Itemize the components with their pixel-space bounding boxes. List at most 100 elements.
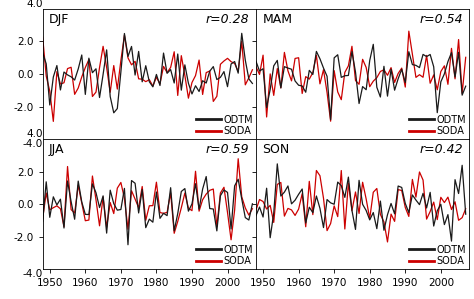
ODTM	[392, 89, 398, 92]
SODA	[314, 54, 319, 57]
Line: ODTM: ODTM	[256, 164, 465, 241]
ODTM	[274, 162, 280, 166]
ODTM	[114, 107, 120, 110]
ODTM	[111, 111, 117, 115]
SODA	[392, 219, 398, 223]
ODTM	[448, 239, 454, 243]
SODA	[317, 174, 323, 178]
Text: DJF: DJF	[49, 13, 69, 26]
ODTM	[40, 51, 46, 54]
SODA	[253, 65, 259, 68]
SODA	[100, 195, 106, 199]
Text: r=0.54: r=0.54	[419, 13, 463, 26]
SODA	[314, 169, 319, 172]
Text: r=0.59: r=0.59	[206, 143, 249, 156]
SODA	[384, 240, 390, 244]
SODA	[114, 87, 120, 91]
Line: SODA: SODA	[256, 170, 465, 242]
Line: ODTM: ODTM	[43, 176, 252, 245]
ODTM	[321, 66, 327, 70]
ODTM	[93, 67, 99, 71]
Text: 4.0: 4.0	[26, 129, 43, 139]
ODTM	[253, 60, 259, 63]
ODTM	[249, 202, 255, 206]
ODTM	[203, 175, 209, 178]
SODA	[289, 79, 294, 83]
ODTM	[107, 188, 113, 192]
ODTM	[175, 52, 181, 56]
Text: -4.0: -4.0	[22, 139, 43, 149]
ODTM	[310, 211, 316, 214]
SODA	[228, 238, 234, 242]
SODA	[324, 229, 330, 232]
Line: SODA: SODA	[43, 159, 252, 240]
ODTM	[75, 67, 81, 71]
ODTM	[292, 199, 298, 202]
ODTM	[324, 74, 330, 78]
ODTM	[314, 50, 319, 53]
ODTM	[463, 84, 468, 88]
SODA	[93, 198, 99, 202]
ODTM	[328, 118, 333, 121]
ODTM	[100, 73, 106, 76]
Line: SODA: SODA	[43, 35, 252, 121]
SODA	[79, 75, 84, 79]
ODTM	[239, 31, 245, 35]
ODTM	[324, 198, 330, 201]
ODTM	[249, 82, 255, 85]
Legend: ODTM, SODA: ODTM, SODA	[195, 244, 254, 267]
ODTM	[93, 191, 99, 195]
SODA	[40, 35, 46, 39]
ODTM	[370, 42, 376, 46]
SODA	[463, 207, 468, 210]
SODA	[321, 68, 327, 71]
Text: JJA: JJA	[49, 143, 64, 156]
ODTM	[317, 207, 323, 210]
SODA	[171, 231, 177, 235]
SODA	[75, 183, 81, 187]
SODA	[40, 216, 46, 220]
Text: 4.0: 4.0	[26, 0, 43, 9]
SODA	[50, 120, 56, 123]
Text: SON: SON	[262, 143, 290, 156]
ODTM	[111, 202, 117, 205]
SODA	[306, 77, 312, 81]
ODTM	[328, 201, 333, 205]
ODTM	[253, 214, 259, 217]
SODA	[249, 207, 255, 210]
Line: SODA: SODA	[256, 31, 465, 121]
SODA	[179, 54, 184, 57]
Line: ODTM: ODTM	[256, 44, 465, 120]
Text: MAM: MAM	[262, 13, 292, 26]
SODA	[107, 201, 113, 204]
Text: r=0.28: r=0.28	[206, 13, 249, 26]
Text: r=0.42: r=0.42	[419, 143, 463, 156]
ODTM	[100, 194, 106, 198]
SODA	[406, 29, 411, 33]
SODA	[463, 56, 468, 59]
SODA	[289, 208, 294, 212]
SODA	[328, 222, 333, 225]
SODA	[306, 180, 312, 183]
ODTM	[40, 220, 46, 223]
ODTM	[306, 68, 312, 72]
Legend: ODTM, SODA: ODTM, SODA	[195, 114, 254, 137]
ODTM	[175, 212, 181, 215]
ODTM	[388, 202, 394, 205]
SODA	[249, 68, 255, 71]
SODA	[328, 119, 333, 123]
ODTM	[289, 68, 294, 71]
SODA	[111, 212, 117, 215]
SODA	[253, 208, 259, 212]
Legend: ODTM, SODA: ODTM, SODA	[409, 114, 467, 137]
ODTM	[463, 212, 468, 216]
SODA	[104, 66, 109, 69]
Line: ODTM: ODTM	[43, 33, 252, 113]
ODTM	[125, 243, 131, 247]
SODA	[97, 66, 102, 69]
SODA	[122, 33, 128, 37]
ODTM	[107, 95, 113, 98]
SODA	[235, 157, 241, 161]
Legend: ODTM, SODA: ODTM, SODA	[409, 244, 467, 267]
SODA	[324, 91, 330, 94]
